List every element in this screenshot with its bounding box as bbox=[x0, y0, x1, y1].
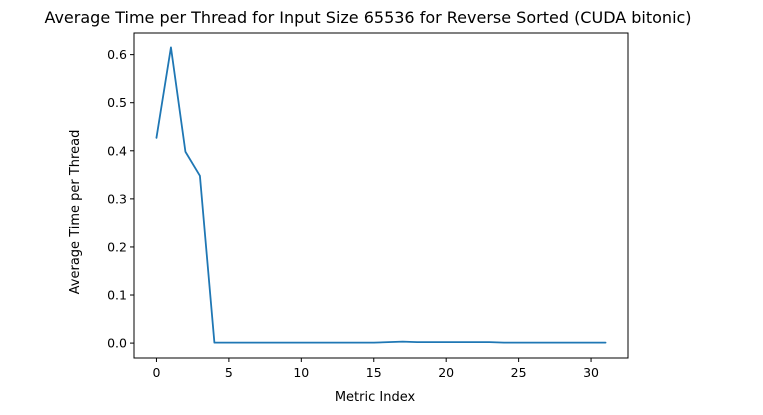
x-tick-label: 10 bbox=[293, 365, 309, 380]
x-tick-label: 30 bbox=[583, 365, 599, 380]
y-tick-label: 0.2 bbox=[107, 239, 127, 254]
y-tick-label: 0.5 bbox=[107, 95, 127, 110]
x-tick-label: 5 bbox=[225, 365, 233, 380]
x-tick-label: 25 bbox=[511, 365, 527, 380]
y-tick-label: 0.3 bbox=[107, 191, 127, 206]
y-axis-label: Average Time per Thread bbox=[68, 130, 83, 295]
y-tick-label: 0.4 bbox=[107, 143, 127, 158]
x-tick-label: 15 bbox=[366, 365, 382, 380]
y-tick-label: 0.1 bbox=[107, 288, 127, 303]
x-tick-label: 20 bbox=[438, 365, 454, 380]
series-line-1 bbox=[155, 46, 607, 344]
x-axis-label: Metric Index bbox=[335, 390, 416, 405]
axes-frame bbox=[133, 32, 629, 359]
chart-title: Average Time per Thread for Input Size 6… bbox=[44, 8, 691, 27]
x-tick-label: 0 bbox=[152, 365, 160, 380]
plot-area: 0 5 10 15 20 25 30 0.0 0.1 0.2 0.3 0.4 0.5 0.6 bbox=[107, 32, 629, 380]
y-tick-label: 0.0 bbox=[107, 336, 127, 351]
y-tick-label: 0.6 bbox=[107, 47, 127, 62]
